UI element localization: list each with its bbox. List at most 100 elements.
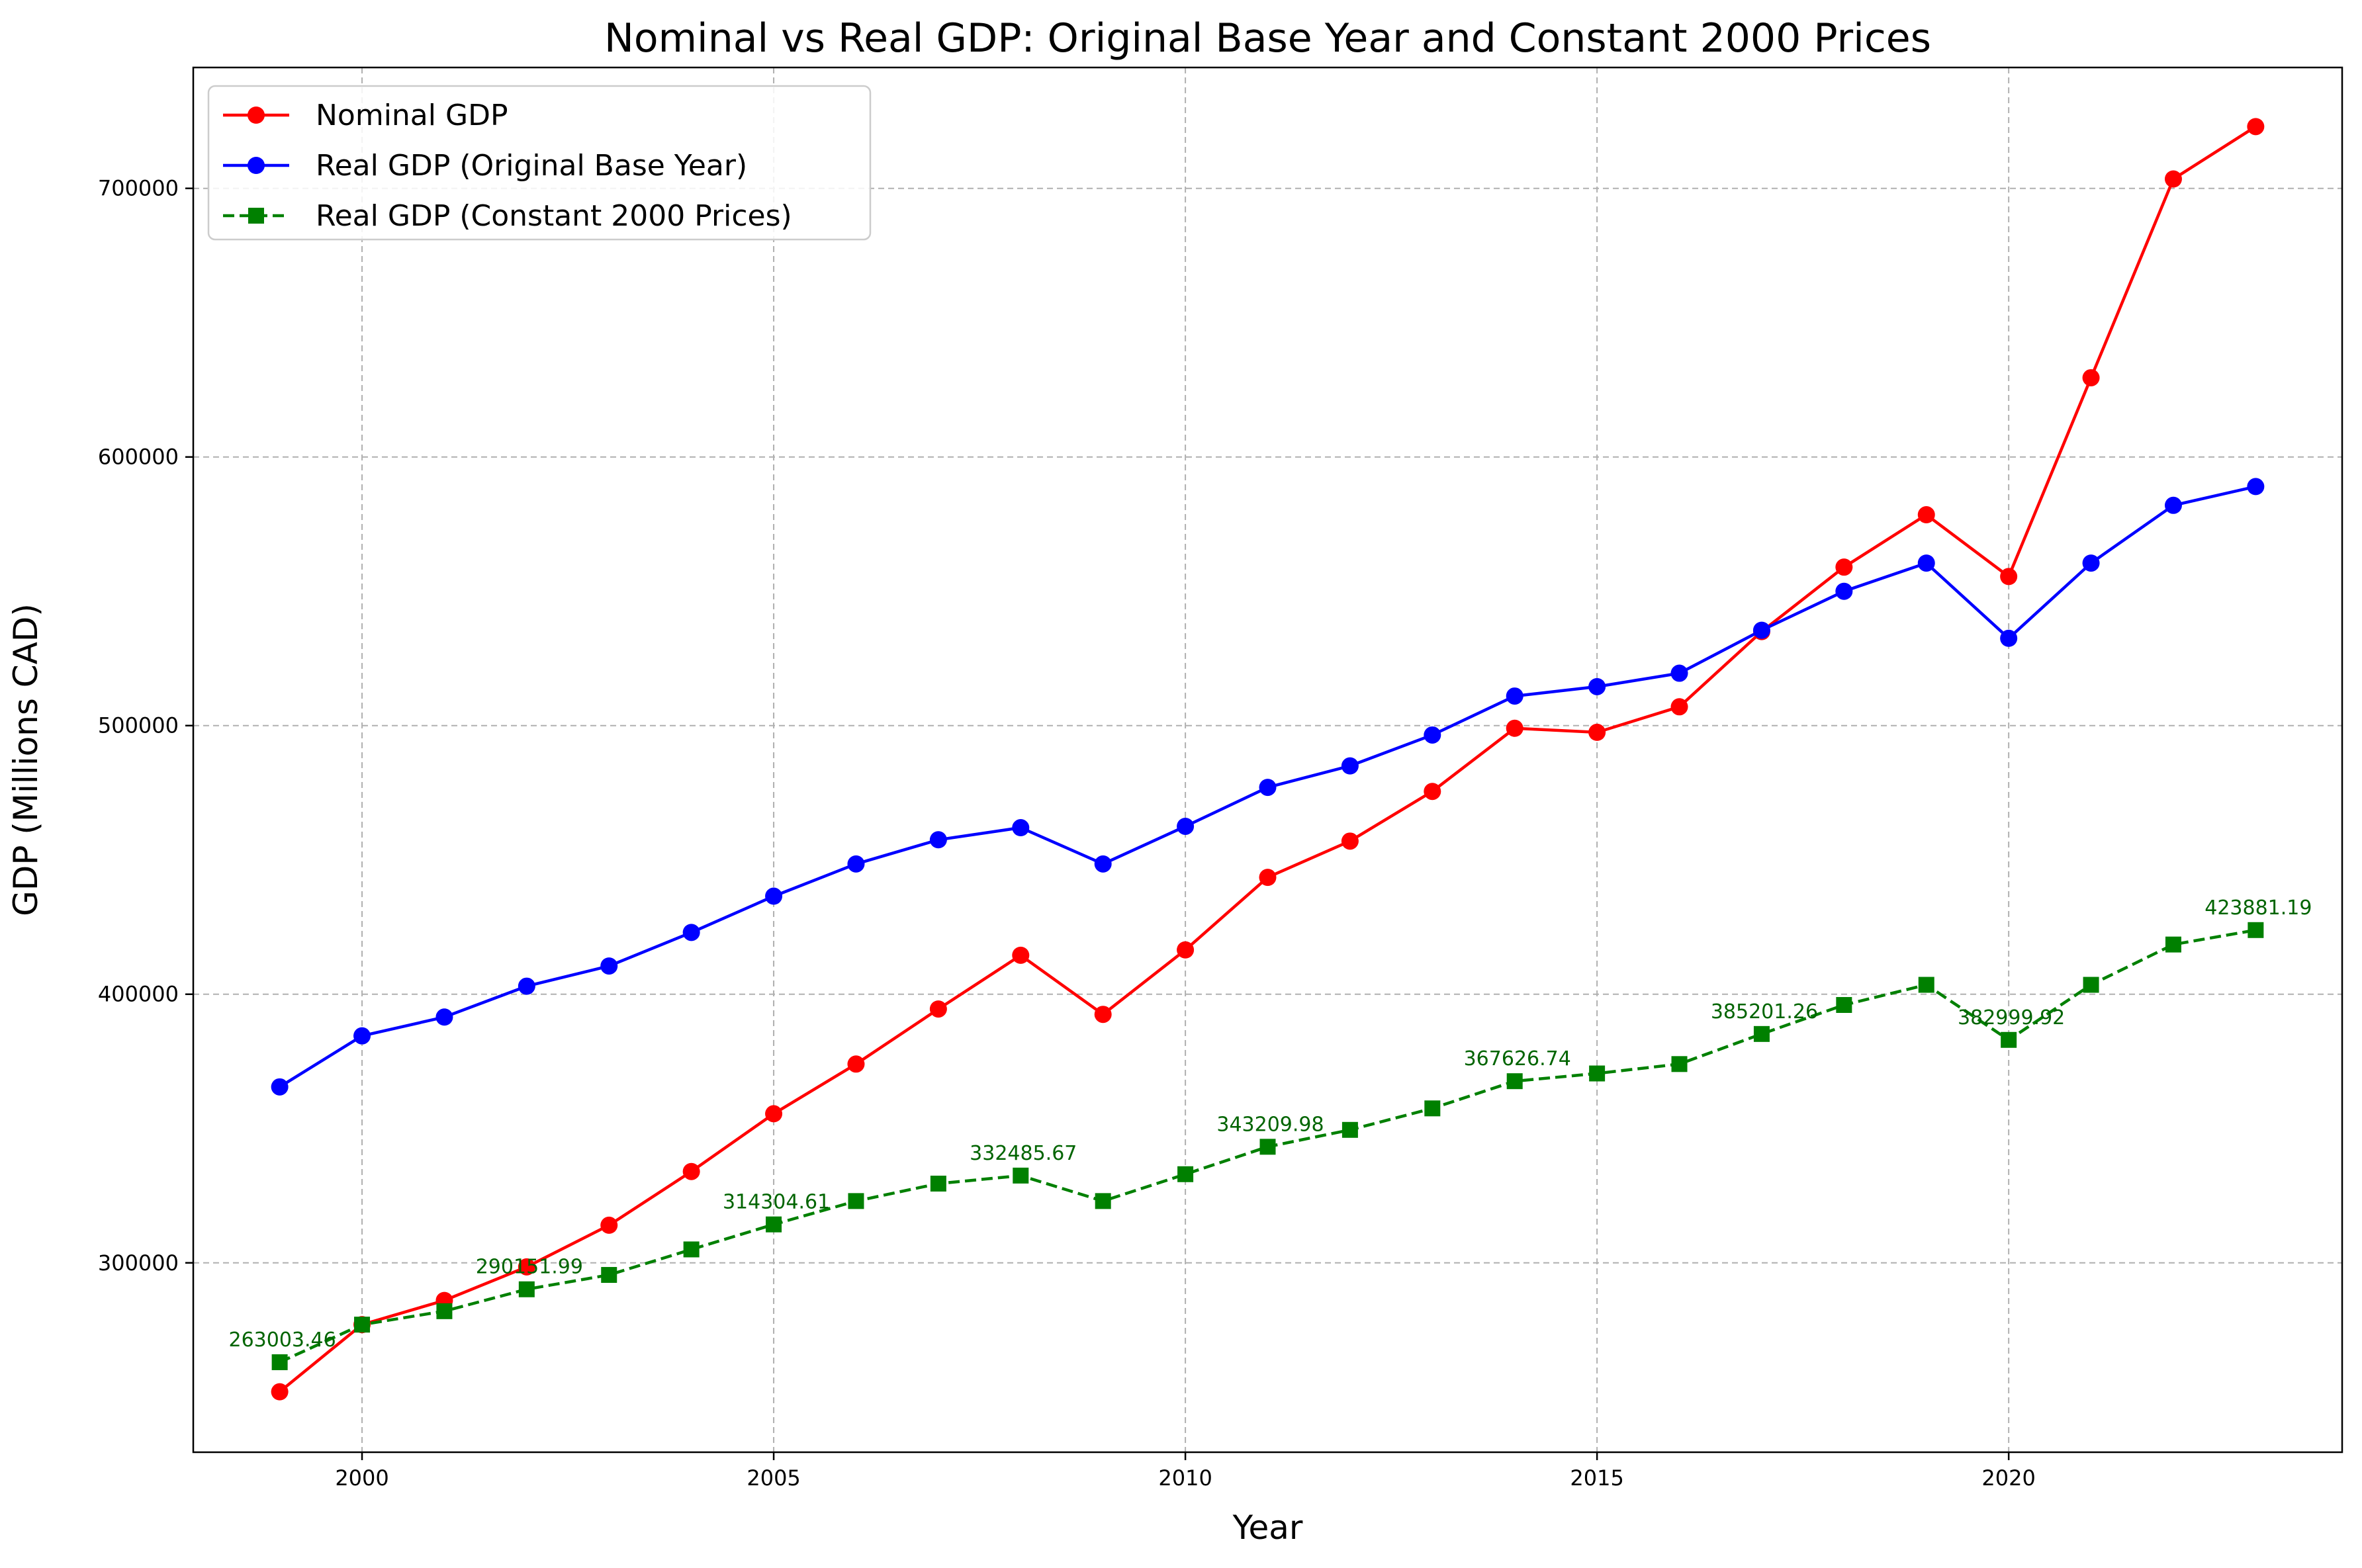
plot-frame xyxy=(192,66,2343,1454)
data-point xyxy=(271,1354,288,1370)
data-point xyxy=(353,1027,371,1045)
data-point xyxy=(1506,687,1523,705)
data-point xyxy=(1917,554,1935,572)
legend-label: Real GDP (Constant 2000 Prices) xyxy=(316,199,792,233)
data-point xyxy=(518,1258,535,1276)
data-point xyxy=(1589,1065,1606,1082)
data-point xyxy=(518,1281,535,1297)
data-point xyxy=(1753,1025,1770,1042)
annotations: 263003.46 290151.99 314304.61 332485.67 3432… xyxy=(229,896,2312,1352)
data-point xyxy=(2164,496,2182,514)
data-point xyxy=(2247,118,2265,136)
data-point xyxy=(2165,936,2181,953)
y-tick-label: 300000 xyxy=(98,1250,179,1276)
data-point xyxy=(765,1105,783,1123)
series-layer xyxy=(271,118,2265,1401)
data-point xyxy=(1836,996,1852,1013)
data-point xyxy=(2164,170,2182,188)
data-point xyxy=(1259,1139,1276,1155)
data-point xyxy=(1588,677,1606,695)
y-tick-label: 700000 xyxy=(98,176,179,201)
legend-entry: Real GDP (Original Base Year) xyxy=(223,149,747,183)
series-2 xyxy=(271,922,2264,1370)
data-label: 263003.46 xyxy=(229,1328,336,1352)
data-point xyxy=(2083,977,2099,993)
data-point xyxy=(2248,922,2264,938)
data-point xyxy=(1917,506,1935,524)
data-point xyxy=(1012,946,1030,964)
x-tick-label: 2010 xyxy=(1158,1465,1212,1491)
legend: Nominal GDP Real GDP (Original Base Year)… xyxy=(207,85,872,241)
data-point xyxy=(435,1008,453,1026)
data-point xyxy=(600,957,618,975)
data-point xyxy=(2001,1031,2017,1048)
data-point xyxy=(1424,1100,1441,1117)
data-point xyxy=(1506,1073,1523,1090)
data-point xyxy=(1918,977,1934,993)
data-point xyxy=(2000,629,2018,647)
data-point xyxy=(1670,698,1688,716)
y-tick-label: 400000 xyxy=(98,982,179,1007)
legend-marker xyxy=(248,107,265,124)
data-point xyxy=(1835,582,1853,600)
data-point xyxy=(929,831,947,849)
chart-title: Nominal vs Real GDP: Original Base Year … xyxy=(604,15,1931,62)
x-tick-label: 2020 xyxy=(1981,1465,2035,1491)
data-point xyxy=(1506,719,1523,737)
data-point xyxy=(683,1241,700,1258)
data-point xyxy=(1094,855,1112,873)
data-point xyxy=(848,1193,864,1209)
data-label: 423881.19 xyxy=(2204,896,2312,920)
data-point xyxy=(1752,621,1770,639)
plot-area xyxy=(193,67,2342,1452)
series-1 xyxy=(271,478,2265,1096)
data-point xyxy=(2000,568,2018,586)
data-point xyxy=(1341,832,1359,850)
data-point xyxy=(600,1216,618,1234)
data-point xyxy=(1095,1193,1111,1209)
legend-entry: Nominal GDP xyxy=(223,99,508,132)
data-label: 332485.67 xyxy=(970,1142,1077,1165)
data-point xyxy=(1671,1056,1688,1072)
data-point xyxy=(1670,664,1688,682)
y-tick-label: 600000 xyxy=(98,445,179,470)
data-point xyxy=(271,1078,289,1096)
legend-label: Nominal GDP xyxy=(316,99,508,132)
x-tick-label: 2015 xyxy=(1570,1465,1623,1491)
data-point xyxy=(1424,783,1441,801)
grid-lines xyxy=(193,67,2342,1452)
x-axis-title: Year xyxy=(1232,1508,1303,1547)
legend-marker xyxy=(248,157,265,174)
data-label: 367626.74 xyxy=(1464,1047,1571,1070)
x-tick-label: 2005 xyxy=(747,1465,800,1491)
data-point xyxy=(271,1383,289,1401)
legend-entry: Real GDP (Constant 2000 Prices) xyxy=(223,199,792,233)
data-point xyxy=(1177,1166,1194,1182)
data-point xyxy=(1424,726,1441,744)
data-point xyxy=(766,1216,782,1233)
data-point xyxy=(601,1267,617,1284)
data-point xyxy=(2082,554,2100,572)
data-point xyxy=(1259,869,1277,887)
data-label: 290151.99 xyxy=(476,1256,583,1279)
data-label: 385201.26 xyxy=(1711,1000,1818,1024)
data-point xyxy=(682,924,700,941)
x-tick-label: 2000 xyxy=(335,1465,388,1491)
data-point xyxy=(929,1000,947,1018)
data-point xyxy=(847,855,865,873)
data-label: 382999.92 xyxy=(1958,1006,2065,1029)
data-point xyxy=(2247,478,2265,496)
data-point xyxy=(436,1303,453,1319)
data-point xyxy=(1012,819,1030,837)
data-point xyxy=(1177,817,1195,835)
data-label: 343209.98 xyxy=(1216,1113,1324,1136)
y-axis-title: GDP (Millions CAD) xyxy=(7,603,45,916)
data-point xyxy=(1013,1167,1029,1184)
data-point xyxy=(354,1317,371,1333)
data-point xyxy=(2082,369,2100,386)
legend-box xyxy=(207,85,872,241)
y-tick-label: 500000 xyxy=(98,713,179,738)
data-point xyxy=(1177,941,1195,959)
